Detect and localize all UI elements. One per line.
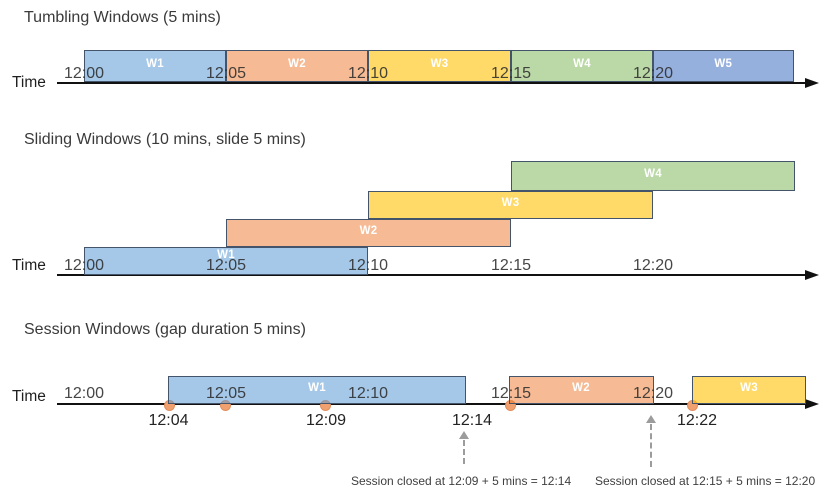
session-section-title: Session Windows (gap duration 5 mins) — [24, 321, 306, 338]
tumbling-tick-1205: 12:05 — [205, 64, 247, 82]
session-close-arrow1-head-icon — [459, 431, 469, 439]
sliding-axis-arrowhead-icon — [805, 269, 819, 280]
sliding-time-axis-label: Time — [12, 257, 46, 274]
tumbling-window-w2: W2 — [226, 50, 368, 82]
session-window-w1-label: W1 — [308, 382, 326, 394]
tumbling-window-w5-label: W5 — [714, 58, 733, 70]
sliding-window-w2-label: W2 — [359, 225, 378, 237]
session-tick-1210: 12:10 — [347, 385, 389, 402]
session-close-arrow1-line — [463, 440, 465, 464]
sliding-window-w1-label: W1 — [217, 248, 235, 261]
session-event-label-1214: 12:14 — [451, 412, 493, 429]
sliding-window-w3-label: W3 — [501, 197, 520, 209]
sliding-window-w3: W3 — [368, 191, 653, 219]
tumbling-window-w3: W3 — [368, 50, 511, 82]
sliding-window-w4-label: W4 — [644, 168, 662, 180]
tumbling-window-w4: W4 — [511, 50, 653, 82]
sliding-tick-1215: 12:15 — [490, 257, 532, 274]
sliding-section-title: Sliding Windows (10 mins, slide 5 mins) — [24, 131, 306, 148]
session-window-w3-label: W3 — [740, 382, 758, 394]
session-window-w2-label: W2 — [572, 382, 590, 394]
tumbling-window-w4-label: W4 — [573, 58, 591, 70]
tumbling-window-w2-label: W2 — [288, 58, 306, 70]
tumbling-window-w1-label: W1 — [146, 58, 164, 70]
sliding-window-w2: W2 — [226, 219, 511, 247]
tumbling-tick-1210: 12:10 — [347, 64, 389, 82]
sliding-tick-1200: 12:00 — [63, 257, 105, 274]
session-tick-1205: 12:05 — [205, 385, 247, 402]
tumbling-tick-1200: 12:00 — [63, 64, 105, 82]
tumbling-time-axis — [57, 82, 807, 84]
tumbling-tick-1220: 12:20 — [632, 64, 674, 82]
tumbling-section-title: Tumbling Windows (5 mins) — [24, 9, 221, 26]
sliding-tick-1205: 12:05 — [205, 257, 247, 274]
tumbling-window-w3-label: W3 — [430, 58, 449, 70]
session-event-label-1222: 12:22 — [676, 412, 718, 429]
session-close-annotation-2: Session closed at 12:15 + 5 mins = 12:20 — [595, 473, 816, 488]
sliding-time-axis — [57, 274, 807, 276]
session-close-arrow2-head-icon — [646, 415, 656, 423]
session-close-annotation-1: Session closed at 12:09 + 5 mins = 12:14 — [351, 473, 572, 488]
tumbling-window-w1: W1 — [84, 50, 226, 82]
session-axis-arrowhead-icon — [805, 398, 819, 409]
session-event-label-1204: 12:04 — [148, 412, 189, 429]
session-window-w1: W1 — [168, 376, 466, 404]
tumbling-window-w5: W5 — [653, 50, 794, 82]
sliding-window-w4: W4 — [511, 161, 795, 191]
session-event-label-1209: 12:09 — [305, 412, 347, 429]
tumbling-axis-arrowhead-icon — [805, 77, 819, 88]
session-tick-1215: 12:15 — [490, 385, 532, 402]
session-window-w2: W2 — [508, 376, 654, 404]
session-time-axis-label: Time — [12, 388, 46, 405]
session-window-w3: W3 — [692, 376, 806, 404]
session-close-arrow2-line — [650, 424, 652, 467]
session-tick-1220: 12:20 — [632, 385, 674, 402]
sliding-tick-1220: 12:20 — [632, 257, 674, 274]
session-tick-1200: 12:00 — [63, 385, 105, 402]
sliding-window-w1: W1 — [84, 246, 368, 275]
session-time-axis — [57, 403, 807, 405]
tumbling-time-axis-label: Time — [12, 73, 46, 91]
tumbling-tick-1215: 12:15 — [490, 64, 532, 82]
sliding-tick-1210: 12:10 — [347, 257, 389, 274]
